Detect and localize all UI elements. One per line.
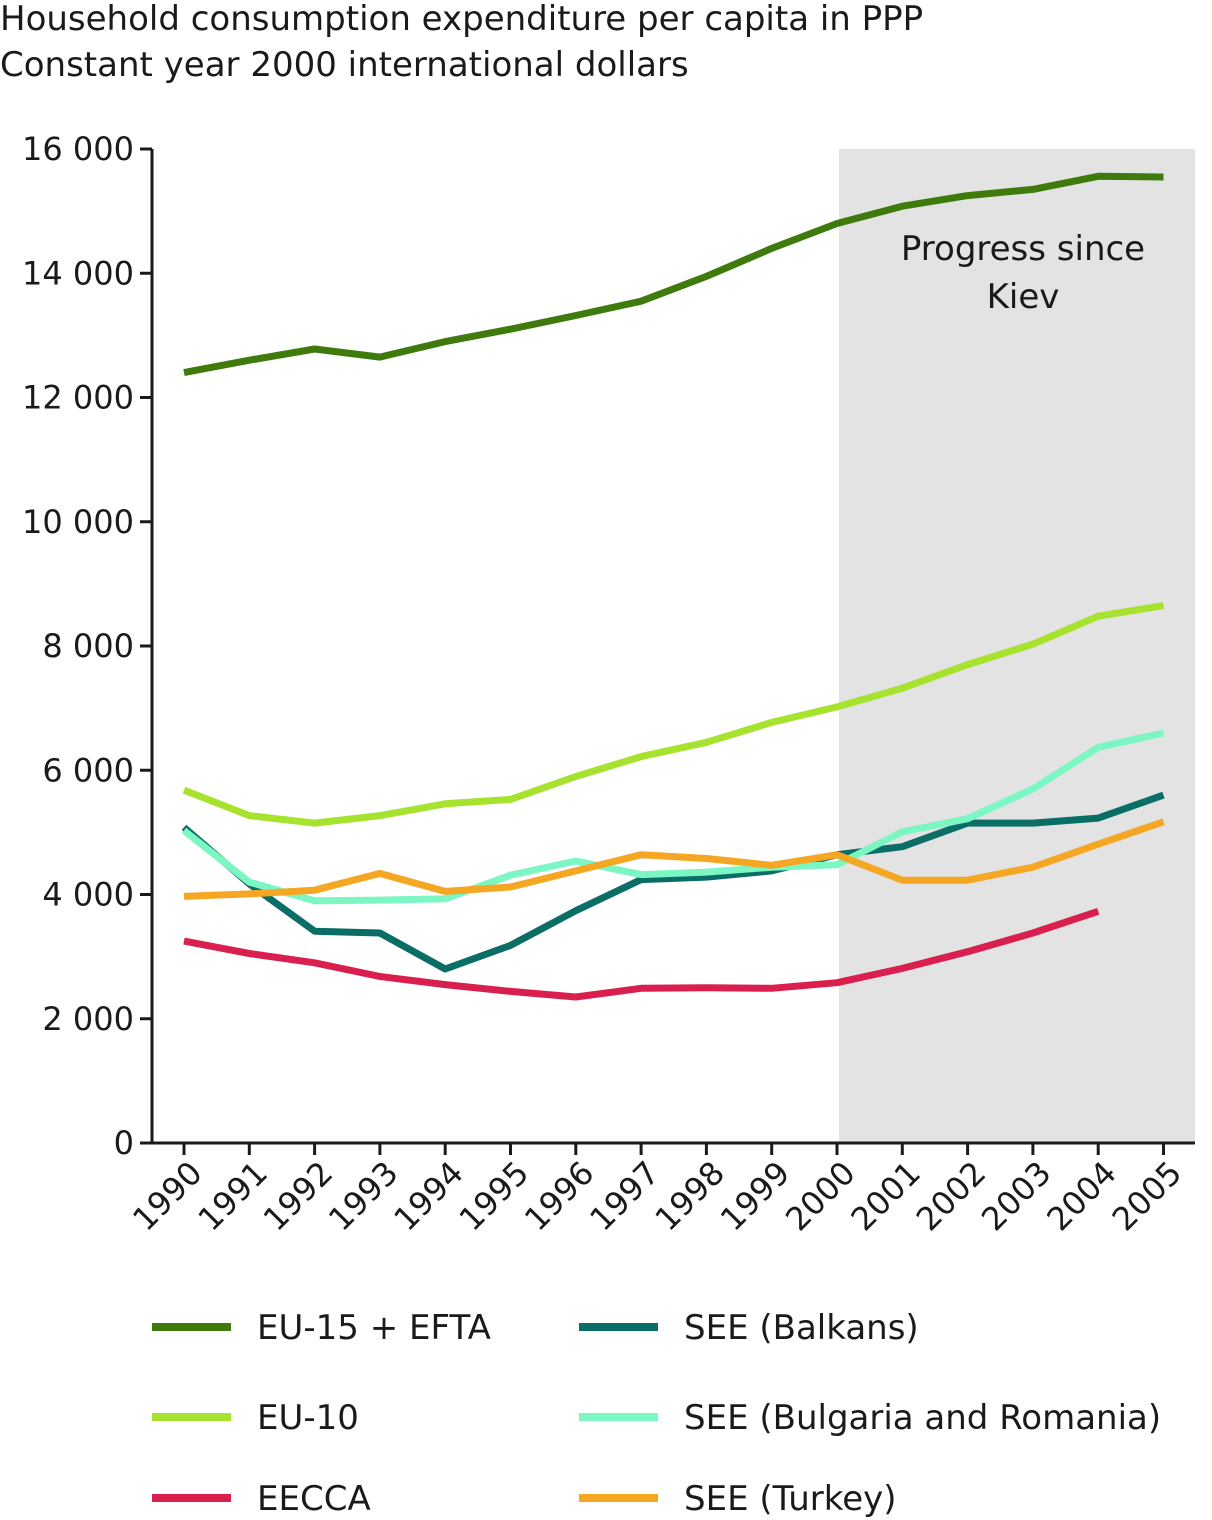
y-tick-label: 8 000 [42,627,134,665]
y-tick-label: 10 000 [22,503,134,541]
series-line [181,729,1165,905]
x-tick-label: 1998 [648,1154,732,1238]
y-tick-label: 0 [114,1124,134,1162]
x-tick-label: 2000 [778,1154,862,1238]
x-tick-label: 2003 [974,1154,1058,1238]
y-axis-ticks: 0 2 000 4 000 6 000 8 000 10 000 12 000 14 000 1… [22,130,152,1162]
legend-label: SEE (Turkey) [684,1479,897,1519]
legend: EU-15 + EFTA EU-10 EECCA SEE (Balkans) SEE (… [152,1308,1161,1519]
x-tick-label: 1996 [517,1154,601,1238]
legend-label: EU-15 + EFTA [257,1308,491,1348]
x-tick-label: 1995 [452,1154,536,1238]
series-line [183,818,1165,900]
legend-label: EU-10 [257,1398,359,1438]
chart-subtitle: Constant year 2000 international dollars [0,45,689,85]
series-line [181,791,1165,973]
x-axis-ticks: 1990199119921993199419951996199719981999… [125,1143,1189,1238]
legend-label: EECCA [257,1479,371,1519]
x-tick-label: 2002 [909,1154,993,1238]
y-tick-label: 6 000 [42,751,134,789]
y-tick-label: 16 000 [22,130,134,168]
y-tick-label: 14 000 [22,254,134,292]
y-tick-label: 4 000 [42,876,134,914]
x-tick-label: 1993 [321,1154,405,1238]
annotation-line-2: Kiev [987,277,1060,317]
x-tick-label: 2005 [1105,1154,1189,1238]
series-line [183,907,1100,1001]
x-tick-label: 1990 [125,1154,209,1238]
series-lines [181,172,1165,1001]
legend-label: SEE (Balkans) [684,1308,919,1348]
x-tick-label: 1997 [582,1154,666,1238]
x-tick-label: 2004 [1039,1154,1123,1238]
x-tick-label: 1991 [191,1154,275,1238]
x-tick-label: 2001 [844,1154,928,1238]
series-line [183,172,1164,377]
x-tick-label: 1999 [713,1154,797,1238]
x-tick-label: 1992 [256,1154,340,1238]
chart-title: Household consumption expenditure per ca… [0,0,923,39]
annotation-line-1: Progress since [901,229,1145,269]
y-tick-label: 12 000 [22,379,134,417]
legend-label: SEE (Bulgaria and Romania) [684,1398,1161,1438]
y-tick-label: 2 000 [42,1000,134,1038]
series-line [182,602,1165,827]
x-tick-label: 1994 [386,1154,470,1238]
